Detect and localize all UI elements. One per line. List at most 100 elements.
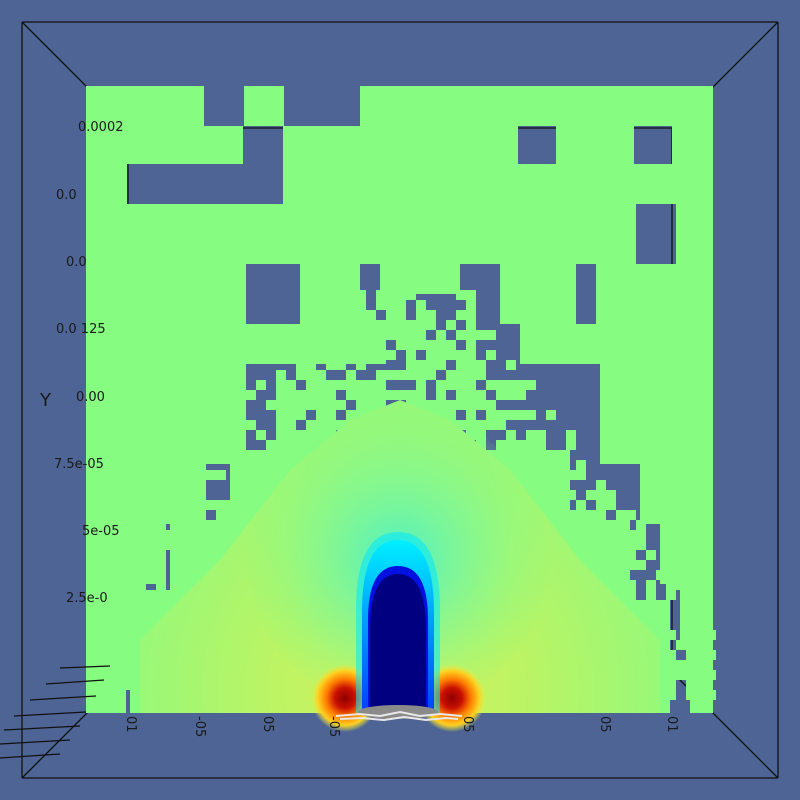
field-cell <box>306 360 316 370</box>
field-cell <box>476 420 486 430</box>
field-cell <box>186 490 196 500</box>
field-cell <box>346 290 356 300</box>
field-cell <box>326 350 336 360</box>
field-cell <box>176 510 186 520</box>
field-cell <box>676 640 686 650</box>
field-cell <box>406 340 416 350</box>
field-cell <box>536 440 546 450</box>
field-cell <box>296 400 306 410</box>
field-cell <box>316 320 326 330</box>
field-cell <box>646 550 656 560</box>
field-cell <box>376 290 386 300</box>
field-cell <box>446 350 456 360</box>
field-cell <box>356 330 366 340</box>
field-cell <box>376 380 386 390</box>
field-cell <box>316 370 326 380</box>
field-cell <box>236 430 246 440</box>
field-cell <box>96 670 106 680</box>
field-cell <box>516 440 526 450</box>
field-cell <box>366 400 376 410</box>
field-cell <box>406 350 416 360</box>
field-cell <box>406 390 416 400</box>
field-cell <box>466 370 476 380</box>
field-cell <box>516 380 526 390</box>
field-cell <box>244 86 284 126</box>
field-cell <box>276 440 286 450</box>
field-cell <box>360 86 713 126</box>
field-cell <box>256 430 266 440</box>
field-cell <box>306 310 316 320</box>
field-cell <box>316 400 326 410</box>
field-cell <box>406 360 416 370</box>
field-cell <box>156 530 166 540</box>
field-cell <box>416 400 426 410</box>
field-cell <box>626 510 636 520</box>
field-cell <box>326 410 336 420</box>
field-cell <box>346 390 356 400</box>
field-cell <box>156 580 166 590</box>
field-cell <box>126 570 136 580</box>
field-cell <box>86 640 96 650</box>
field-cell <box>696 610 706 620</box>
field-cell <box>656 570 666 580</box>
x-tick-label: 01 <box>123 716 138 733</box>
field-cell <box>346 350 356 360</box>
field-cell <box>326 290 336 300</box>
field-cell <box>646 590 656 600</box>
field-cell <box>96 680 106 690</box>
x-tick-label: 05 <box>460 716 475 733</box>
field-cell <box>396 310 406 320</box>
field-cell <box>626 560 636 570</box>
x-tick-label: -05 <box>192 716 207 737</box>
field-cell <box>266 440 276 450</box>
field-cell <box>436 330 446 340</box>
field-cell <box>476 360 486 370</box>
field-cell <box>136 580 146 590</box>
field-cell <box>666 650 676 660</box>
field-cell <box>596 480 606 490</box>
field-cell <box>486 330 496 340</box>
field-cell <box>286 390 296 400</box>
field-cell <box>596 490 606 500</box>
field-cell <box>486 410 496 420</box>
field-cell <box>666 590 676 600</box>
field-cell <box>686 680 696 690</box>
field-cell <box>466 350 476 360</box>
field-cell <box>306 380 316 390</box>
field-cell <box>596 510 606 520</box>
field-cell <box>436 410 446 420</box>
field-cell <box>416 320 426 330</box>
field-cell <box>416 300 426 310</box>
field-cell <box>86 650 96 660</box>
field-cell <box>306 350 316 360</box>
field-cell <box>296 390 306 400</box>
y-tick-label: 2.5e-0 <box>66 591 108 606</box>
field-cell <box>426 350 436 360</box>
field-cell <box>286 340 296 350</box>
field-cell <box>86 204 636 264</box>
field-cell <box>446 320 456 330</box>
field-cell <box>466 340 476 350</box>
field-cell <box>586 490 596 500</box>
field-cell <box>396 390 406 400</box>
field-cell <box>436 340 446 350</box>
field-cell <box>456 310 466 320</box>
field-cell <box>466 420 476 430</box>
field-cell <box>616 510 626 520</box>
field-cell <box>326 320 336 330</box>
field-cell <box>706 670 716 680</box>
field-cell <box>466 360 476 370</box>
field-cell <box>456 350 466 360</box>
field-cell <box>86 164 127 204</box>
field-cell <box>666 630 676 640</box>
field-cell <box>516 410 526 420</box>
field-cell <box>216 500 226 510</box>
field-cell <box>666 660 676 670</box>
field-cell <box>366 380 376 390</box>
field-cell <box>156 590 166 600</box>
field-cell <box>476 430 486 440</box>
field-cell <box>306 430 316 440</box>
y-tick-label: 5e-05 <box>82 524 120 539</box>
field-cell <box>356 390 366 400</box>
